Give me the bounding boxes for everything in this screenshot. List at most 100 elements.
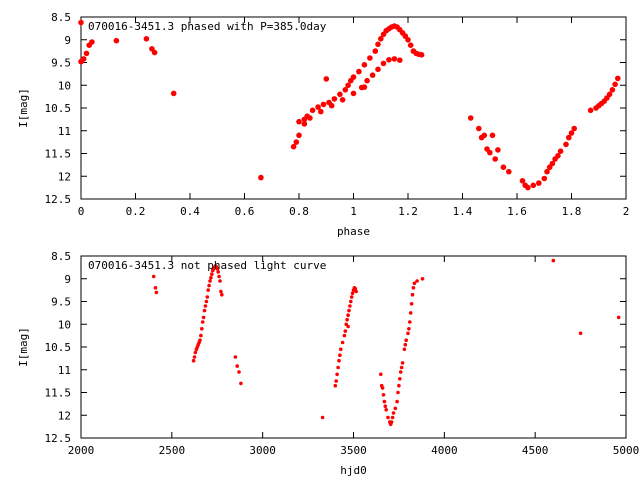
y-tick-label: 10 — [58, 79, 71, 92]
data-point — [143, 36, 150, 42]
data-point — [555, 153, 561, 159]
data-point — [506, 168, 512, 175]
y-tick-label: 11.5 — [45, 387, 72, 400]
data-point — [315, 104, 321, 110]
data-point — [343, 329, 348, 333]
data-point — [541, 175, 548, 182]
data-point — [348, 304, 352, 308]
data-point — [397, 57, 403, 63]
data-point — [219, 289, 223, 294]
y-axis-label: I[mag] — [17, 327, 30, 367]
data-point — [210, 272, 214, 277]
data-point — [191, 358, 196, 363]
data-point — [549, 160, 556, 167]
x-tick-label: 3500 — [340, 444, 367, 457]
data-point — [328, 102, 335, 109]
data-point — [151, 274, 156, 279]
data-point — [551, 258, 556, 263]
x-tick-label: 0.8 — [289, 205, 309, 218]
data-point — [396, 390, 400, 395]
data-point — [399, 365, 404, 370]
data-point — [354, 289, 359, 294]
data-point — [606, 91, 613, 98]
y-tick-label: 9 — [64, 34, 71, 47]
y-tick-label: 12.5 — [45, 193, 72, 206]
data-point — [215, 266, 220, 271]
data-point — [361, 62, 368, 68]
data-point — [320, 101, 327, 108]
data-point — [309, 107, 316, 114]
data-point — [557, 148, 564, 154]
x-tick-label: 1.4 — [453, 205, 473, 218]
data-point — [239, 381, 243, 386]
data-point — [525, 184, 531, 191]
data-point — [336, 365, 340, 370]
data-point — [206, 288, 210, 292]
data-point — [347, 308, 351, 313]
data-point — [367, 55, 373, 61]
x-tick-label: 0.6 — [235, 205, 255, 218]
data-point — [233, 355, 238, 359]
data-point — [383, 404, 388, 409]
y-axis-label: I[mag] — [17, 88, 30, 128]
data-point — [400, 361, 405, 365]
data-point — [571, 125, 577, 132]
data-point — [192, 355, 197, 359]
data-point — [393, 406, 398, 411]
data-point — [337, 91, 343, 98]
x-tick-label: 2500 — [159, 444, 186, 457]
data-point — [411, 286, 416, 290]
y-tick-label: 12.5 — [45, 432, 72, 445]
data-point — [615, 75, 621, 82]
y-tick-label: 9.5 — [51, 296, 71, 309]
chart-title: 070016-3451.3 not phased light curve — [88, 259, 326, 272]
data-point — [334, 379, 339, 383]
data-point — [380, 386, 385, 390]
x-tick-label: 1.6 — [507, 205, 527, 218]
data-point — [519, 178, 526, 184]
y-tick-label: 11 — [58, 364, 71, 377]
x-tick-label: 0.2 — [126, 205, 146, 218]
data-point — [350, 74, 357, 80]
data-point — [349, 295, 354, 299]
data-point — [375, 66, 381, 73]
data-point — [500, 164, 507, 170]
data-point — [405, 37, 411, 43]
data-point — [202, 308, 207, 313]
x-tick-label: 2 — [623, 205, 630, 218]
data-point — [331, 96, 338, 102]
data-point — [350, 291, 355, 296]
data-point — [390, 415, 395, 420]
data-point — [307, 115, 313, 121]
data-point — [339, 97, 346, 103]
data-point — [153, 286, 158, 290]
data-point — [78, 19, 84, 26]
data-point — [404, 338, 409, 343]
data-point — [338, 353, 342, 358]
data-point — [204, 299, 209, 304]
y-tick-label: 11.5 — [45, 148, 72, 161]
data-point — [408, 311, 413, 315]
data-point — [487, 149, 493, 156]
data-point — [372, 48, 379, 54]
data-point — [382, 399, 387, 404]
data-point — [301, 121, 308, 127]
data-point — [415, 279, 419, 283]
data-point — [530, 182, 537, 189]
data-point — [616, 315, 621, 320]
data-point — [342, 87, 349, 93]
data-point — [198, 338, 202, 343]
data-point — [397, 383, 401, 388]
data-point — [384, 408, 389, 412]
data-point — [339, 347, 343, 352]
data-point — [568, 130, 575, 136]
data-point — [420, 277, 425, 281]
data-point — [587, 107, 594, 114]
data-point — [489, 132, 496, 139]
data-point — [151, 49, 158, 56]
data-point — [350, 90, 357, 97]
y-tick-label: 12 — [58, 170, 71, 183]
data-point — [406, 331, 410, 336]
data-point — [296, 132, 302, 139]
data-point — [381, 393, 386, 397]
